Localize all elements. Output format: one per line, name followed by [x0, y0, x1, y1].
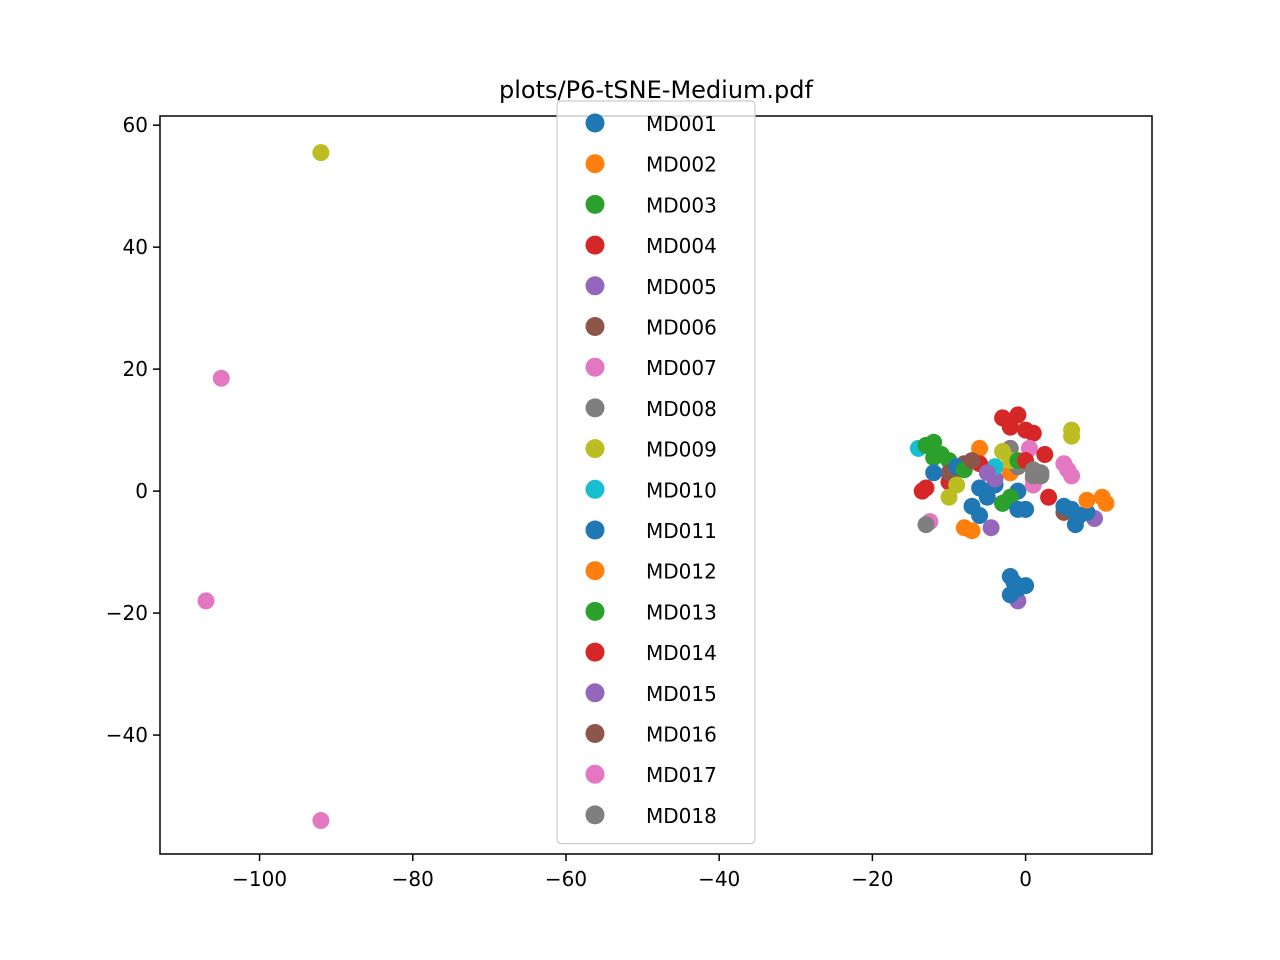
scatter-point-md003 [1001, 488, 1019, 506]
scatter-point-md012 [1078, 491, 1096, 509]
y-tick-label: 20 [123, 357, 148, 381]
scatter-point-md011 [1009, 500, 1027, 518]
legend-marker [585, 439, 605, 459]
scatter-point-md013 [917, 436, 935, 454]
scatter-point-md011 [1005, 574, 1023, 592]
y-tick-label: −20 [106, 601, 148, 625]
scatter-point-md014 [913, 482, 931, 500]
scatter-point-md005 [982, 519, 1000, 537]
legend-marker [585, 398, 605, 418]
legend-label: MD008 [646, 397, 717, 421]
legend-marker [585, 724, 605, 743]
legend-marker [585, 235, 605, 255]
scatter-point-md001 [978, 488, 996, 506]
scatter-point-md009 [948, 476, 966, 494]
legend-label: MD014 [646, 641, 717, 665]
scatter-point-md017 [197, 592, 215, 610]
legend-label: MD016 [646, 723, 717, 747]
scatter-point-md015 [978, 464, 996, 482]
legend-marker [585, 276, 605, 296]
legend-marker [585, 805, 605, 825]
scatter-point-md009 [1063, 427, 1081, 445]
legend-marker [585, 561, 605, 581]
legend-marker [585, 194, 605, 214]
scatter-point-md004 [1001, 418, 1019, 436]
scatter-point-md011 [1066, 516, 1084, 534]
legend-label: MD004 [646, 234, 717, 258]
legend-label: MD013 [646, 600, 717, 624]
legend-label: MD017 [646, 763, 717, 787]
legend-marker [585, 154, 605, 174]
legend-label: MD012 [646, 560, 717, 584]
x-tick-label: −60 [545, 867, 587, 891]
scatter-point-md004 [1024, 424, 1042, 442]
legend-marker [585, 601, 605, 621]
x-tick-label: 0 [1019, 867, 1032, 891]
scatter-point-md009 [312, 144, 330, 162]
y-tick-label: 60 [123, 113, 148, 137]
scatter-points [197, 144, 1115, 829]
legend-marker [585, 764, 605, 784]
legend-box [556, 100, 756, 845]
legend-label: MD018 [646, 804, 717, 828]
legend-label: MD010 [646, 478, 717, 502]
legend-marker [585, 317, 605, 336]
legend-label: MD002 [646, 153, 717, 177]
scatter-point-md003 [925, 449, 943, 467]
legend-label: MD005 [646, 275, 717, 299]
scatter-point-md014 [1040, 488, 1058, 506]
y-tick-label: 40 [123, 235, 148, 259]
legend-marker [585, 357, 605, 377]
scatter-point-md014 [1036, 446, 1054, 463]
scatter-point-md011 [1078, 503, 1096, 521]
y-axis: −40 −20 0 20 40 60 [106, 113, 160, 747]
scatter-point-md002 [971, 439, 989, 457]
scatter-point-md007 [312, 812, 330, 829]
scatter-point-md017 [212, 369, 230, 387]
legend-marker [585, 113, 605, 133]
scatter-point-md011 [925, 464, 943, 482]
legend: MD001 MD002 MD003 MD004 MD005 MD006 MD007 MD008… [556, 100, 756, 845]
scatter-point-md002 [963, 522, 981, 540]
x-axis: −100 −80 −60 −40 −20 0 [232, 854, 1032, 891]
scatter-point-md009 [940, 488, 958, 506]
legend-label: MD007 [646, 356, 717, 380]
scatter-point-md018 [1032, 467, 1050, 485]
legend-label: MD001 [646, 112, 717, 136]
scatter-point-md001 [971, 507, 989, 524]
x-tick-label: −40 [698, 867, 740, 891]
legend-marker [585, 520, 605, 540]
legend-marker [585, 642, 605, 662]
legend-label: MD003 [646, 193, 717, 217]
chart-title: plots/P6-tSNE-Medium.pdf [499, 76, 813, 104]
x-tick-label: −100 [232, 867, 287, 891]
scatter-point-md016 [963, 452, 981, 470]
legend-marker [585, 479, 605, 499]
legend-label: MD006 [646, 316, 717, 340]
scatter-point-md012 [1097, 494, 1115, 512]
legend-label: MD015 [646, 682, 717, 706]
y-tick-label: 0 [135, 479, 148, 503]
x-tick-label: −20 [851, 867, 893, 891]
y-tick-label: −40 [106, 723, 148, 747]
legend-label: MD009 [646, 438, 717, 462]
legend-marker [585, 683, 605, 703]
x-tick-label: −80 [392, 867, 434, 891]
scatter-point-md017 [1059, 461, 1077, 479]
legend-label: MD011 [646, 519, 717, 543]
scatter-point-md008 [917, 516, 935, 534]
scatter-point-md004 [1009, 406, 1027, 424]
